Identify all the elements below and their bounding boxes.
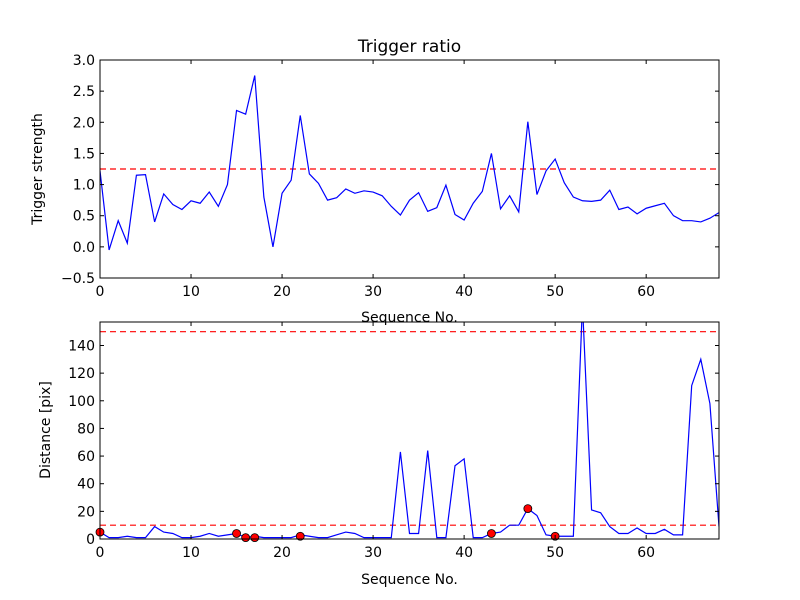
series-line [100, 322, 719, 539]
chart-top-ylabel: Trigger strength [30, 113, 46, 226]
chart-bottom-ylabel: Distance [pix] [38, 381, 54, 479]
data-marker [232, 529, 241, 538]
y-tick-label: 0 [86, 532, 95, 548]
series-line [100, 75, 719, 251]
chart-top: Trigger ratio 0 10 20 30 40 50 60 −0.5 0.0 0.5 1.0… [30, 37, 720, 326]
y-tick-label: −0.5 [61, 271, 95, 287]
chart-top-title: Trigger ratio [357, 37, 461, 57]
x-tick-label: 0 [96, 284, 105, 300]
plot-frame [99, 59, 720, 279]
data-marker [295, 531, 305, 541]
data-marker [487, 529, 496, 538]
y-tick-label: 100 [68, 394, 95, 410]
y-tick-label: 60 [77, 449, 95, 465]
plot-frame [99, 321, 720, 540]
y-tick-label: 80 [77, 421, 95, 437]
chart-bottom-xlabel: Sequence No. [361, 572, 458, 588]
y-tick-label: 120 [68, 366, 95, 382]
chart-top-xlabel: Sequence No. [361, 310, 458, 326]
data-marker [241, 533, 251, 543]
data-marker [250, 533, 260, 543]
y-tick-label: 2.5 [73, 84, 95, 100]
x-tick-label: 0 [96, 545, 105, 561]
x-tick-label: 50 [546, 545, 564, 561]
y-tick-label: 1.0 [73, 178, 95, 194]
y-tick-label: 1.5 [73, 146, 95, 162]
x-tick-label: 30 [364, 284, 382, 300]
y-tick-label: 40 [77, 477, 95, 493]
y-tick-label: 0.0 [73, 240, 95, 256]
y-tick-label: 3.0 [73, 53, 95, 69]
chart-top-plot: 0 10 20 30 40 50 60 −0.5 0.0 0.5 1.0 1.5 2.0 2.5 3.0 [61, 53, 720, 300]
x-tick-label: 30 [364, 545, 382, 561]
x-tick-label: 10 [182, 545, 200, 561]
y-tick-label: 0.5 [73, 209, 95, 225]
x-tick-label: 10 [182, 284, 200, 300]
y-tick-label: 140 [68, 338, 95, 354]
chart-bottom: 0 10 20 30 40 50 60 0 20 40 60 80 100 120 140 Sequence… [38, 321, 720, 588]
x-tick-label: 40 [455, 545, 473, 561]
x-tick-label: 50 [546, 284, 564, 300]
chart-bottom-plot: 0 10 20 30 40 50 60 0 20 40 60 80 100 120 140 [68, 321, 720, 561]
y-tick-label: 2.0 [73, 115, 95, 131]
x-tick-label: 20 [273, 284, 291, 300]
y-tick-label: 20 [77, 504, 95, 520]
x-tick-label: 20 [273, 545, 291, 561]
x-tick-label: 60 [637, 284, 655, 300]
x-tick-label: 60 [637, 545, 655, 561]
x-tick-label: 40 [455, 284, 473, 300]
data-marker [523, 504, 533, 513]
